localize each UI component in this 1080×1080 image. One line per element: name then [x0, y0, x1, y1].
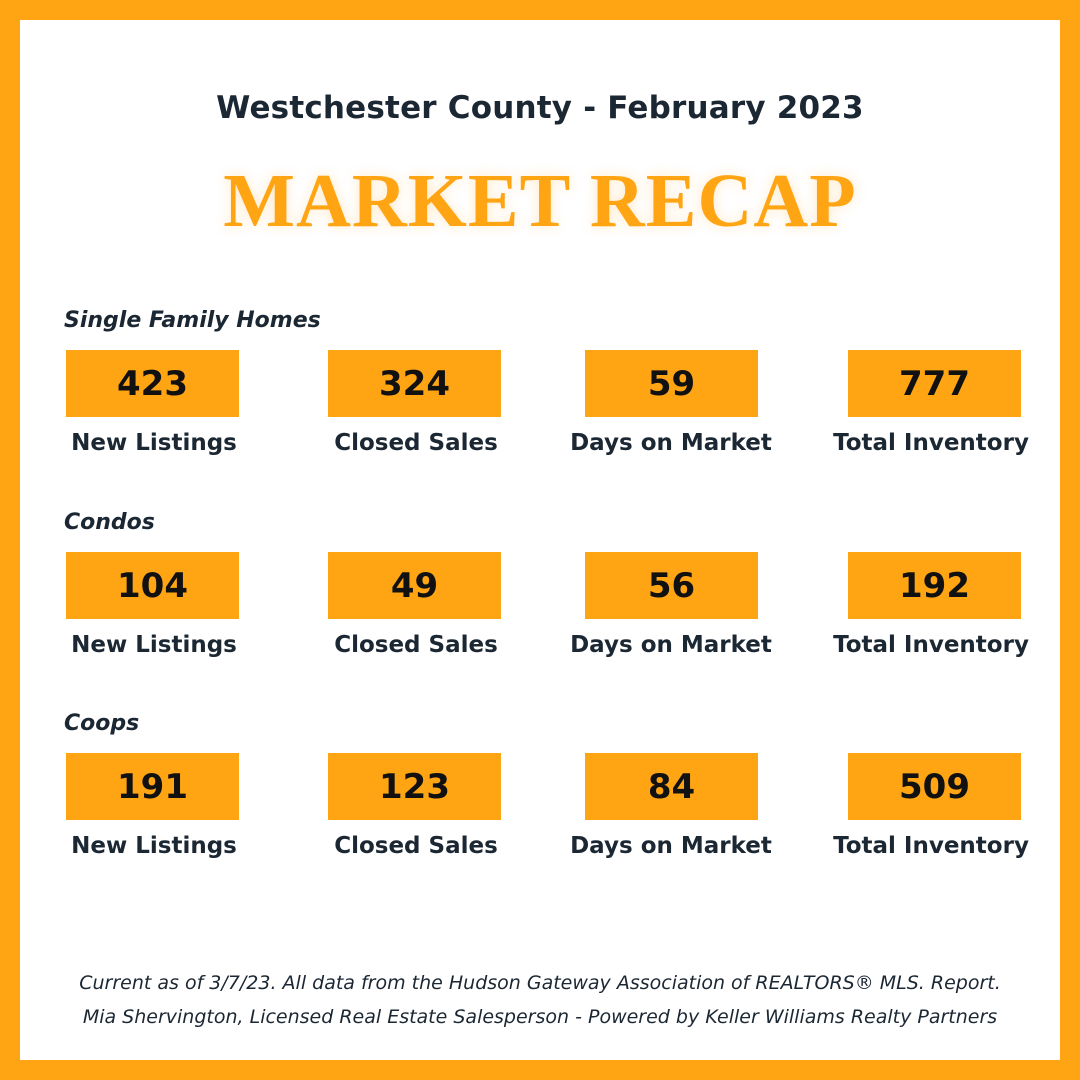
total-inventory-value: 509 — [848, 753, 1021, 820]
page-title: MARKET RECAP — [223, 159, 857, 243]
new-listings-label: New Listings — [71, 430, 237, 456]
new-listings-value: 191 — [66, 753, 239, 820]
closed-sales-value: 123 — [328, 753, 501, 820]
closed-sales-value: 49 — [328, 552, 501, 619]
days-on-market-value: 84 — [585, 753, 758, 820]
section-single-family-homes: Single Family Homes 423 New Listings 324… — [0, 308, 1080, 478]
days-on-market-label: Days on Market — [570, 632, 772, 658]
closed-sales-label: Closed Sales — [334, 833, 498, 859]
total-inventory-value: 777 — [848, 350, 1021, 417]
total-inventory-label: Total Inventory — [833, 430, 1029, 456]
section-label: Coops — [64, 711, 140, 736]
new-listings-value: 104 — [66, 552, 239, 619]
new-listings-label: New Listings — [71, 833, 237, 859]
footer-source-line: Current as of 3/7/23. All data from the … — [79, 972, 1001, 994]
total-inventory-value: 192 — [848, 552, 1021, 619]
closed-sales-label: Closed Sales — [334, 632, 498, 658]
days-on-market-value: 59 — [585, 350, 758, 417]
new-listings-label: New Listings — [71, 632, 237, 658]
new-listings-value: 423 — [66, 350, 239, 417]
closed-sales-label: Closed Sales — [334, 430, 498, 456]
footer-agent-line: Mia Shervington, Licensed Real Estate Sa… — [82, 1006, 998, 1028]
section-label: Condos — [64, 510, 155, 535]
days-on-market-label: Days on Market — [570, 430, 772, 456]
closed-sales-value: 324 — [328, 350, 501, 417]
days-on-market-label: Days on Market — [570, 833, 772, 859]
section-coops: Coops 191 New Listings 123 Closed Sales … — [0, 711, 1080, 881]
days-on-market-value: 56 — [585, 552, 758, 619]
section-label: Single Family Homes — [64, 308, 321, 333]
section-condos: Condos 104 New Listings 49 Closed Sales … — [0, 510, 1080, 680]
page-subtitle: Westchester County - February 2023 — [216, 90, 864, 126]
total-inventory-label: Total Inventory — [833, 833, 1029, 859]
total-inventory-label: Total Inventory — [833, 632, 1029, 658]
